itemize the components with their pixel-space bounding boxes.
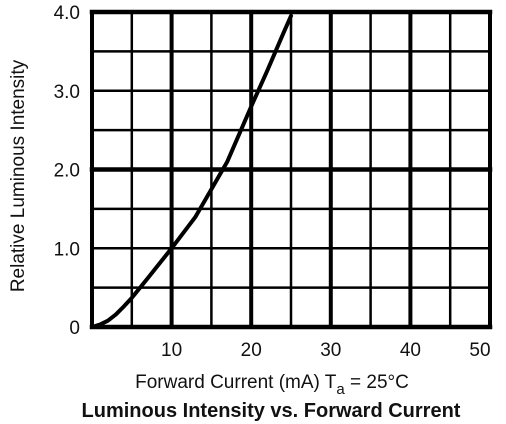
x-tick-label: 20: [241, 340, 262, 361]
x-tick-label: 30: [320, 340, 341, 361]
y-tick-labels: 0 1.0 2.0 3.0 4.0: [54, 3, 80, 339]
chart-title: Luminous Intensity vs. Forward Current: [82, 400, 461, 422]
y-tick-label: 2.0: [54, 161, 80, 182]
y-tick-label: 1.0: [54, 239, 80, 260]
x-axis-label-suffix: = 25°C: [345, 372, 409, 393]
x-axis-label: Forward Current (mA) Ta = 25°C: [135, 372, 409, 398]
y-axis-label: Relative Luminous Intensity: [8, 59, 29, 292]
y-tick-label: 3.0: [54, 82, 80, 103]
series-curve: [90, 13, 293, 329]
y-tick-label: 4.0: [54, 3, 80, 24]
grid: [89, 9, 493, 330]
y-tick-label: 0: [69, 318, 80, 339]
x-axis-label-main: Forward Current (mA) T: [135, 372, 337, 393]
x-tick-labels: 10 20 30 40 50: [161, 340, 491, 361]
x-tick-label: 10: [161, 340, 182, 361]
x-axis-label-subscript: a: [336, 381, 345, 398]
x-tick-label: 50: [469, 340, 490, 361]
x-tick-label: 40: [400, 340, 421, 361]
